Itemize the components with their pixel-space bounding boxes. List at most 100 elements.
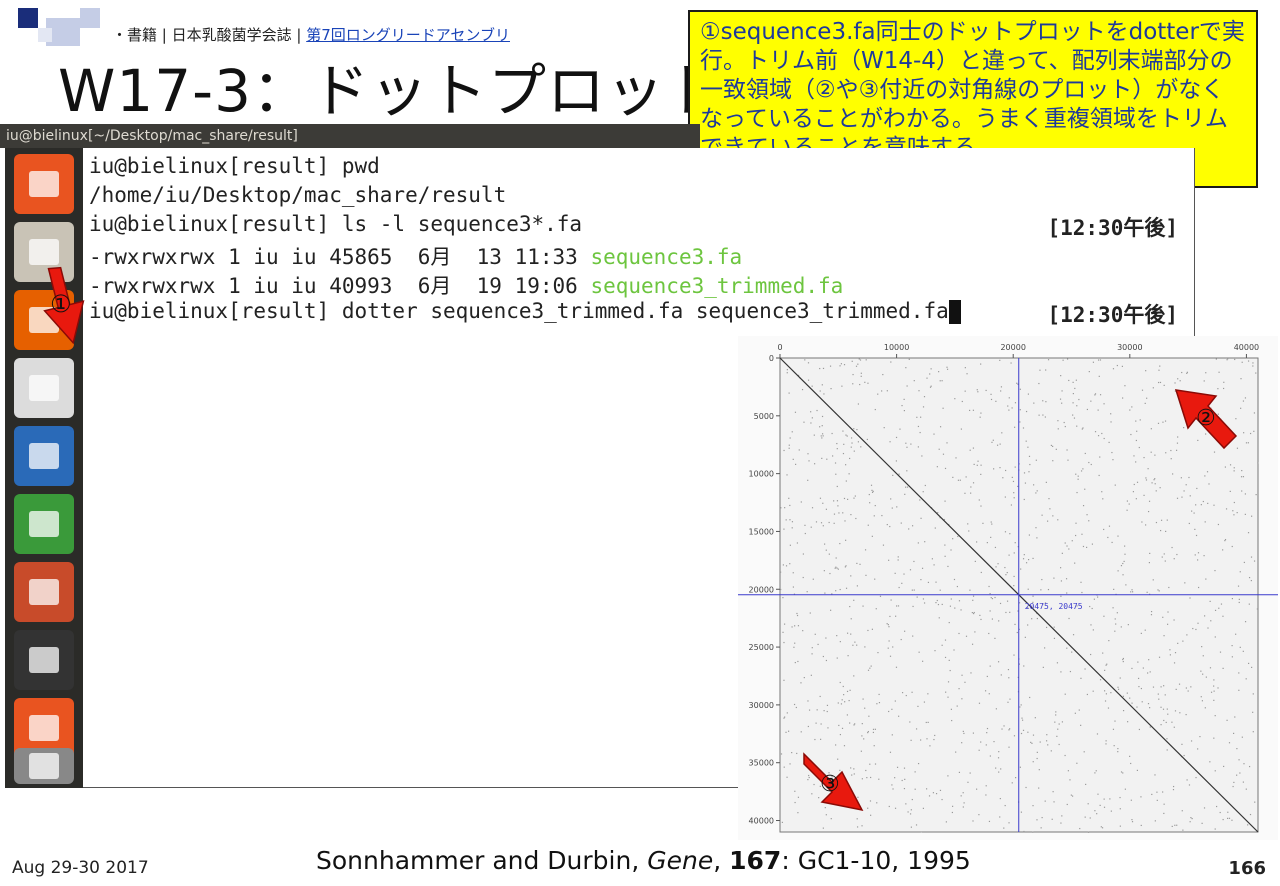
ubuntu-dash-icon[interactable] [14,154,74,214]
noise-dot [986,542,988,544]
noise-dot [968,530,970,532]
noise-dot [921,455,923,457]
noise-dot [833,513,836,515]
noise-dot [841,727,844,729]
noise-dot [842,512,844,514]
noise-dot [942,407,944,409]
noise-dot [1013,585,1015,587]
noise-dot [954,398,956,400]
noise-dot [1060,580,1063,582]
noise-dot [1114,720,1116,722]
noise-dot [978,499,980,501]
noise-dot [1013,497,1015,499]
noise-dot [1254,801,1256,803]
noise-dot [1006,571,1008,574]
noise-dot [1110,810,1112,812]
noise-dot [789,437,791,439]
noise-dot [1231,597,1234,600]
noise-dot [911,525,914,527]
noise-dot [1203,555,1205,557]
noise-dot [821,415,824,418]
noise-dot [793,593,796,595]
noise-dot [1185,687,1187,689]
noise-dot [891,784,893,786]
noise-dot [1203,380,1205,382]
noise-dot [1190,740,1193,742]
writer-icon[interactable] [14,426,74,486]
noise-dot [1086,514,1088,516]
noise-dot [1236,774,1238,776]
noise-dot [807,725,809,728]
noise-dot [866,777,868,779]
noise-dot [1160,724,1162,726]
noise-dot [1131,406,1133,408]
noise-dot [1111,451,1113,454]
noise-dot [1099,679,1102,681]
noise-dot [1019,706,1021,708]
noise-dot [1187,690,1189,692]
noise-dot [1236,748,1238,750]
noise-dot [1040,827,1042,829]
noise-dot [1250,556,1253,558]
noise-dot [882,373,884,376]
noise-dot [783,717,785,719]
impress-icon[interactable] [14,562,74,622]
noise-dot [1057,728,1059,730]
noise-dot [1067,770,1069,772]
noise-dot [1248,662,1250,665]
noise-dot [1019,388,1021,390]
calc-icon[interactable] [14,494,74,554]
noise-dot [1163,635,1165,637]
mail-icon[interactable] [14,358,74,418]
noise-dot [1004,566,1006,569]
noise-dot [1079,827,1081,830]
noise-dot [1067,459,1069,461]
noise-dot [1204,521,1206,523]
noise-dot [1195,776,1197,779]
noise-dot [1074,387,1076,390]
terminal-titlebar[interactable]: iu@bielinux[~/Desktop/mac_share/result] [0,124,700,148]
y-tick-label: 10000 [749,470,774,479]
noise-dot [1000,390,1002,392]
noise-dot [1137,677,1140,680]
noise-dot [935,793,938,795]
noise-dot [950,708,953,710]
noise-dot [1127,624,1129,626]
noise-dot [1064,425,1066,428]
noise-dot [1032,831,1034,833]
noise-dot [1072,402,1074,404]
noise-dot [917,446,919,448]
noise-dot [995,767,997,769]
terminal-icon[interactable] [14,630,74,690]
noise-dot [910,809,912,811]
noise-dot [1098,375,1100,377]
terminal-line: -rwxrwxrwx 1 iu iu 45865 6月 13 11:33 seq… [89,241,742,271]
noise-dot [1029,463,1031,466]
noise-dot [890,361,892,363]
noise-dot [922,598,925,600]
noise-dot [1119,825,1121,827]
noise-dot [1019,421,1021,423]
noise-dot [1028,534,1030,536]
noise-dot [1022,427,1025,429]
noise-dot [1175,688,1177,690]
files-icon[interactable] [14,222,74,282]
noise-dot [796,612,798,615]
noise-dot [1124,788,1126,790]
noise-dot [1176,553,1178,556]
noise-dot [1241,469,1243,472]
noise-dot [1162,791,1164,793]
trash-icon[interactable] [14,748,74,784]
noise-dot [811,647,813,649]
noise-dot [856,644,858,646]
noise-dot [1084,816,1086,818]
noise-dot [1226,817,1229,819]
noise-dot [1235,633,1237,635]
noise-dot [985,744,987,746]
noise-dot [858,358,860,360]
breadcrumb-link[interactable]: 第7回ロングリードアセンブリ [306,26,510,44]
noise-dot [1197,586,1200,589]
noise-dot [1179,712,1181,714]
noise-dot [1213,685,1215,687]
noise-dot [1166,519,1168,521]
